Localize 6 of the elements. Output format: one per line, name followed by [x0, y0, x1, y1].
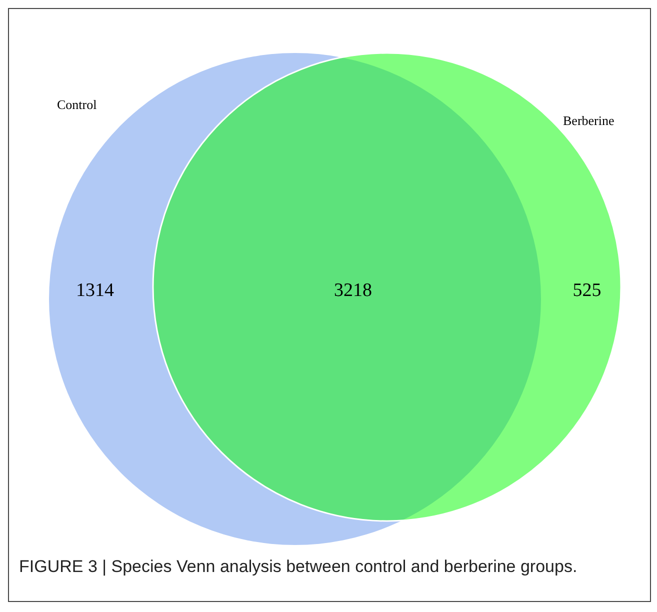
- category-label: Berberine: [563, 113, 614, 129]
- data-label: 1314: [76, 280, 114, 302]
- data-label: 3218: [334, 280, 372, 302]
- caption: FIGURE 3 | Species Venn analysis between control and berberine groups.: [19, 557, 578, 577]
- category-label: Control: [57, 97, 97, 113]
- data-label: 525: [572, 280, 602, 302]
